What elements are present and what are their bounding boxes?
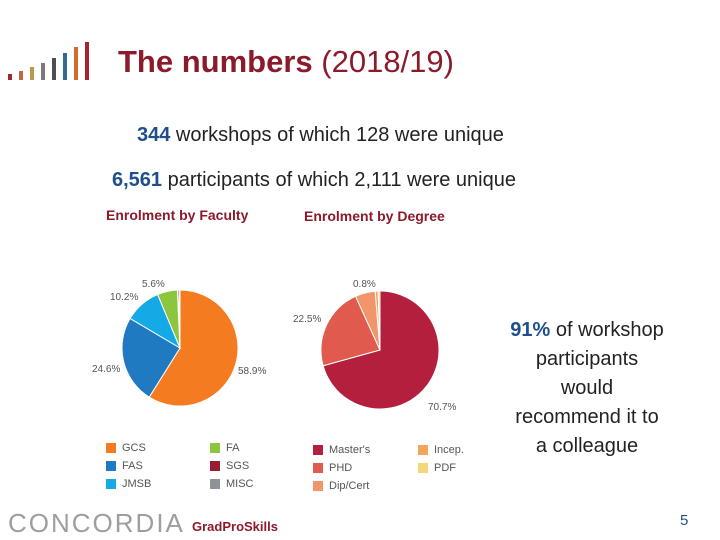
- recommend-text: 91% of workshop participants would recom…: [492, 316, 682, 461]
- legend-swatch: [106, 443, 116, 453]
- legend-item-gcs: GCS: [106, 442, 146, 454]
- recommend-line-5: a colleague: [535, 435, 639, 457]
- slice-label: 70.7%: [428, 402, 456, 413]
- legend-label: FA: [226, 442, 240, 454]
- slice-label: 0.8%: [353, 279, 376, 290]
- recommend-line-4: recommend it to: [515, 406, 659, 428]
- legend-swatch: [313, 463, 323, 473]
- title-bold: The numbers: [118, 44, 313, 79]
- recommend-num: 91%: [510, 319, 551, 341]
- logo-bar: [74, 47, 78, 80]
- recommend-line-1: of workshop: [550, 319, 664, 341]
- legend-label: PHD: [329, 462, 353, 474]
- legend-label: Incep.: [434, 444, 464, 456]
- faculty-pie: [121, 289, 239, 407]
- stat-workshops: 344 workshops of which 128 were unique: [137, 124, 504, 147]
- logo-bar: [52, 58, 56, 80]
- logo-bar: [41, 63, 45, 80]
- logo-bar: [85, 42, 89, 80]
- logo-bar: [19, 71, 23, 80]
- legend-swatch: [106, 461, 116, 471]
- pie-slice-master-s: [322, 290, 440, 410]
- degree-chart-title: Enrolment by Degree: [304, 208, 445, 224]
- legend-label: GCS: [122, 442, 146, 454]
- title-rest: (2018/19): [312, 44, 454, 79]
- stat-participants-text: participants of which 2,111 were unique: [162, 169, 516, 191]
- slice-label: 22.5%: [293, 314, 321, 325]
- legend-label: Dip/Cert: [329, 480, 370, 492]
- degree-pie: [320, 290, 440, 410]
- faculty-chart-title: Enrolment by Faculty: [106, 207, 249, 223]
- legend-item-fa: FA: [210, 442, 239, 454]
- stat-participants-num: 6,561: [112, 169, 163, 191]
- legend-label: Master's: [329, 444, 371, 456]
- slice-label: 10.2%: [110, 292, 138, 303]
- faculty-pie-labels: 58.9% 24.6% 10.2% 5.6%: [92, 279, 266, 377]
- pie-slice-pdf: [377, 290, 381, 351]
- legend-label: JMSB: [122, 478, 152, 490]
- legend-item-incep-: Incep.: [418, 444, 464, 456]
- legend-swatch: [210, 461, 220, 471]
- legend-item-master-s: Master's: [313, 444, 370, 456]
- slice-label: 58.9%: [238, 366, 266, 377]
- legend-item-jmsb: JMSB: [106, 478, 151, 490]
- page-title: The numbers (2018/19): [118, 44, 454, 80]
- legend-swatch: [418, 463, 428, 473]
- legend-item-dip-cert: Dip/Cert: [313, 480, 369, 492]
- legend-swatch: [418, 445, 428, 455]
- legend-swatch: [210, 443, 220, 453]
- legend-item-pdf: PDF: [418, 462, 456, 474]
- slice-label: 24.6%: [92, 364, 120, 375]
- legend-label: FAS: [122, 460, 143, 472]
- legend-swatch: [313, 481, 323, 491]
- logo-bars: [8, 42, 98, 80]
- logo-bar: [63, 53, 67, 80]
- legend-label: SGS: [226, 460, 250, 472]
- legend-label: MISC: [226, 478, 254, 490]
- legend-item-sgs: SGS: [210, 460, 249, 472]
- degree-pie-labels: 70.7% 22.5% 0.8%: [293, 279, 456, 413]
- slice-label: 5.6%: [142, 279, 165, 290]
- gradproskills-logo: GradProSkills: [192, 519, 278, 534]
- legend-swatch: [210, 479, 220, 489]
- legend-item-misc: MISC: [210, 478, 254, 490]
- pie-slice-misc: [178, 289, 181, 349]
- legend-item-fas: FAS: [106, 460, 143, 472]
- recommend-line-2: participants: [535, 348, 639, 370]
- pie-slice-fas: [121, 317, 181, 398]
- logo-bar: [30, 67, 34, 80]
- logo-bar: [8, 74, 12, 80]
- concordia-logo: CONCORDIA: [8, 508, 185, 538]
- legend-label: PDF: [434, 462, 456, 474]
- pie-slice-phd: [320, 295, 381, 367]
- legend-swatch: [313, 445, 323, 455]
- stat-workshops-text: workshops of which 128 were unique: [170, 124, 504, 146]
- legend-swatch: [106, 479, 116, 489]
- stat-participants: 6,561 participants of which 2,111 were u…: [112, 169, 516, 192]
- recommend-line-3: would: [560, 377, 614, 399]
- legend-item-phd: PHD: [313, 462, 352, 474]
- stat-workshops-num: 344: [137, 124, 171, 146]
- pie-slice-gcs: [148, 289, 239, 407]
- page-number: 5: [680, 512, 689, 529]
